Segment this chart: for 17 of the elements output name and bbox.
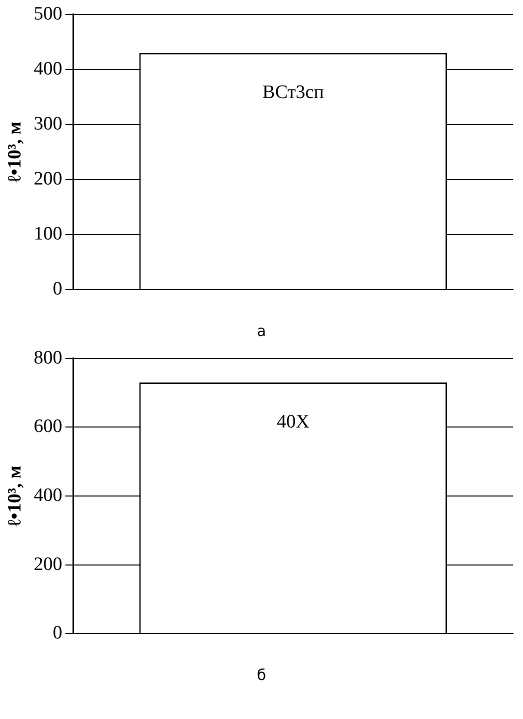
- y-tick-label: 600: [34, 416, 62, 438]
- text: б: [256, 665, 268, 686]
- y-tick-label: 0: [52, 622, 62, 644]
- y-tick-label: 100: [34, 224, 62, 245]
- y-tick-label: 200: [34, 554, 62, 575]
- y-tick-label: 0: [52, 278, 62, 300]
- y-tick-label: 400: [34, 58, 62, 80]
- y-tick-label: 500: [34, 3, 62, 24]
- y-tick-label: 300: [34, 113, 62, 134]
- y-axis-title: ℓ•10³, м: [4, 465, 26, 526]
- y-axis-title: ℓ•10³, м: [4, 121, 26, 182]
- y-tick-label: 400: [34, 484, 62, 506]
- y-tick-label: 200: [34, 168, 62, 190]
- text: а: [256, 321, 268, 342]
- y-tick-label: 800: [34, 347, 62, 368]
- series-label: ВСт3сп: [262, 82, 324, 103]
- series-label: 40Х: [276, 411, 310, 432]
